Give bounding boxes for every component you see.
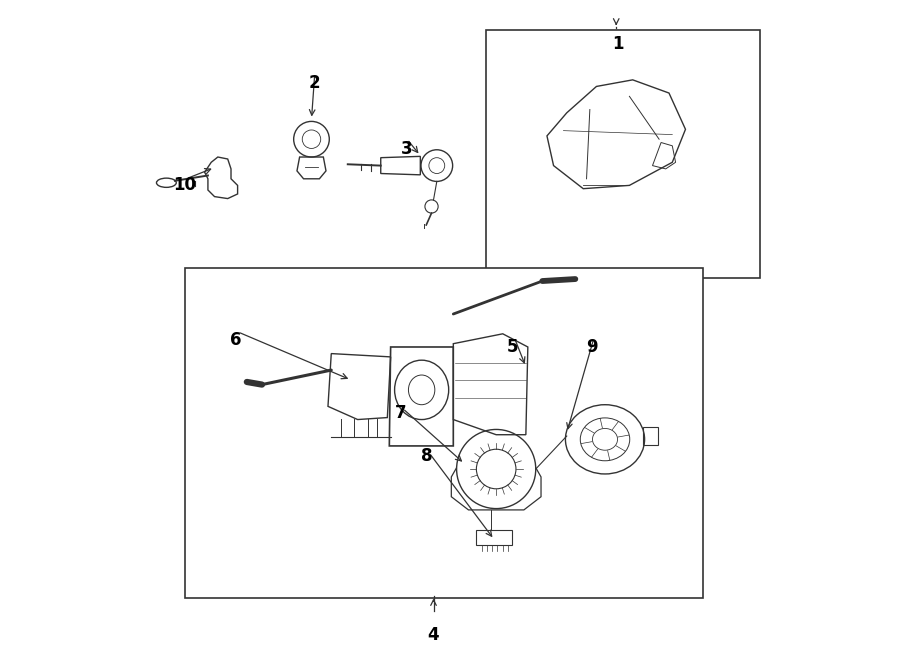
Text: 6: 6 (230, 331, 241, 350)
Text: 1: 1 (613, 34, 624, 53)
Text: 9: 9 (586, 338, 598, 356)
Text: 2: 2 (309, 74, 320, 92)
Text: 10: 10 (174, 176, 196, 194)
Text: 3: 3 (401, 140, 413, 158)
Text: 5: 5 (507, 338, 518, 356)
Text: 8: 8 (421, 447, 433, 465)
Text: 4: 4 (428, 626, 439, 644)
Bar (486, 30, 760, 278)
Bar (184, 268, 703, 598)
Text: 7: 7 (395, 404, 406, 422)
